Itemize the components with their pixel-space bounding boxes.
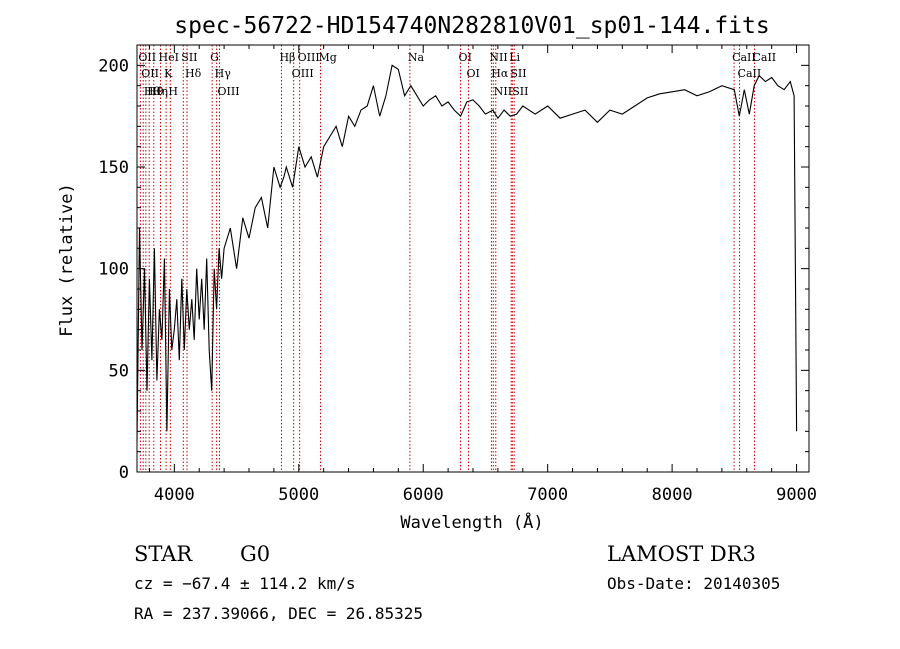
line-marker-label: Hθ [144,85,161,98]
survey-name: LAMOST DR3 [607,542,756,566]
line-marker-label: G [210,51,219,64]
x-tick-label: 5000 [278,485,319,505]
line-marker-label: Hα [491,67,509,80]
x-tick-label: 4000 [154,485,195,505]
y-axis-label: Flux (relative) [57,183,77,337]
line-marker-label: Hθ [147,85,164,98]
line-marker-label: Hη [152,85,168,98]
spectrum-line [136,64,798,442]
observation-date: Obs-Date: 20140305 [607,574,780,593]
x-tick-label: 6000 [403,485,444,505]
y-tick-label: 50 [109,361,129,381]
y-tick-label: 150 [98,158,129,178]
line-marker-label: CaII [752,51,776,64]
line-marker-label: OII [141,67,159,80]
line-marker-label: SII [512,85,528,98]
coordinates-readout: RA = 237.39066, DEC = 26.85325 [134,604,423,623]
chart-title: spec-56722-HD154740N282810V01_sp01-144.f… [174,13,769,39]
line-marker-label: CaII [738,67,762,80]
y-tick-label: 100 [98,260,129,280]
line-marker-label: SII [510,67,526,80]
x-axis-label: Wavelength (Å) [400,511,543,533]
line-marker-label: K [164,67,173,80]
line-marker-label: OI [467,67,480,80]
y-axis: 0 50 100 150 200 [98,56,809,483]
line-marker-label: Li [509,51,520,64]
line-marker-label: Na [408,51,425,64]
line-marker-label: NII [494,85,512,98]
y-tick-label: 200 [98,56,129,76]
y-tick-label: 0 [119,463,129,483]
object-class: STAR [134,542,193,566]
line-marker-label: OIII [292,67,314,80]
line-marker-label: Mg [319,51,337,64]
line-marker-label: CaII [732,51,756,64]
x-tick-label: 9000 [776,485,817,505]
line-marker-label: OII [138,51,156,64]
object-subclass: G0 [240,542,270,566]
line-marker-label: Hβ [279,51,295,64]
line-marker-label: SII [181,51,197,64]
line-marker-layer [139,45,755,472]
line-label-layer: OIIOIIHθHθHηHeIKHSIIHδGHγOIIIHβOIIIOIIIM… [138,51,776,98]
line-marker-label: NII [489,51,507,64]
line-marker-label: HeI [159,51,179,64]
x-tick-label: 7000 [527,485,568,505]
line-marker-label: Hγ [215,67,232,80]
line-marker-label: OIII [218,85,240,98]
x-tick-label: 8000 [652,485,693,505]
line-marker-label: OIII [298,51,320,64]
line-marker-label: H [168,85,178,98]
x-axis: 4000 5000 6000 7000 8000 9000 [148,45,817,505]
redshift-readout: cz = −67.4 ± 114.2 km/s [134,574,356,593]
line-marker-label: Hδ [185,67,202,80]
line-marker-label: OI [459,51,472,64]
